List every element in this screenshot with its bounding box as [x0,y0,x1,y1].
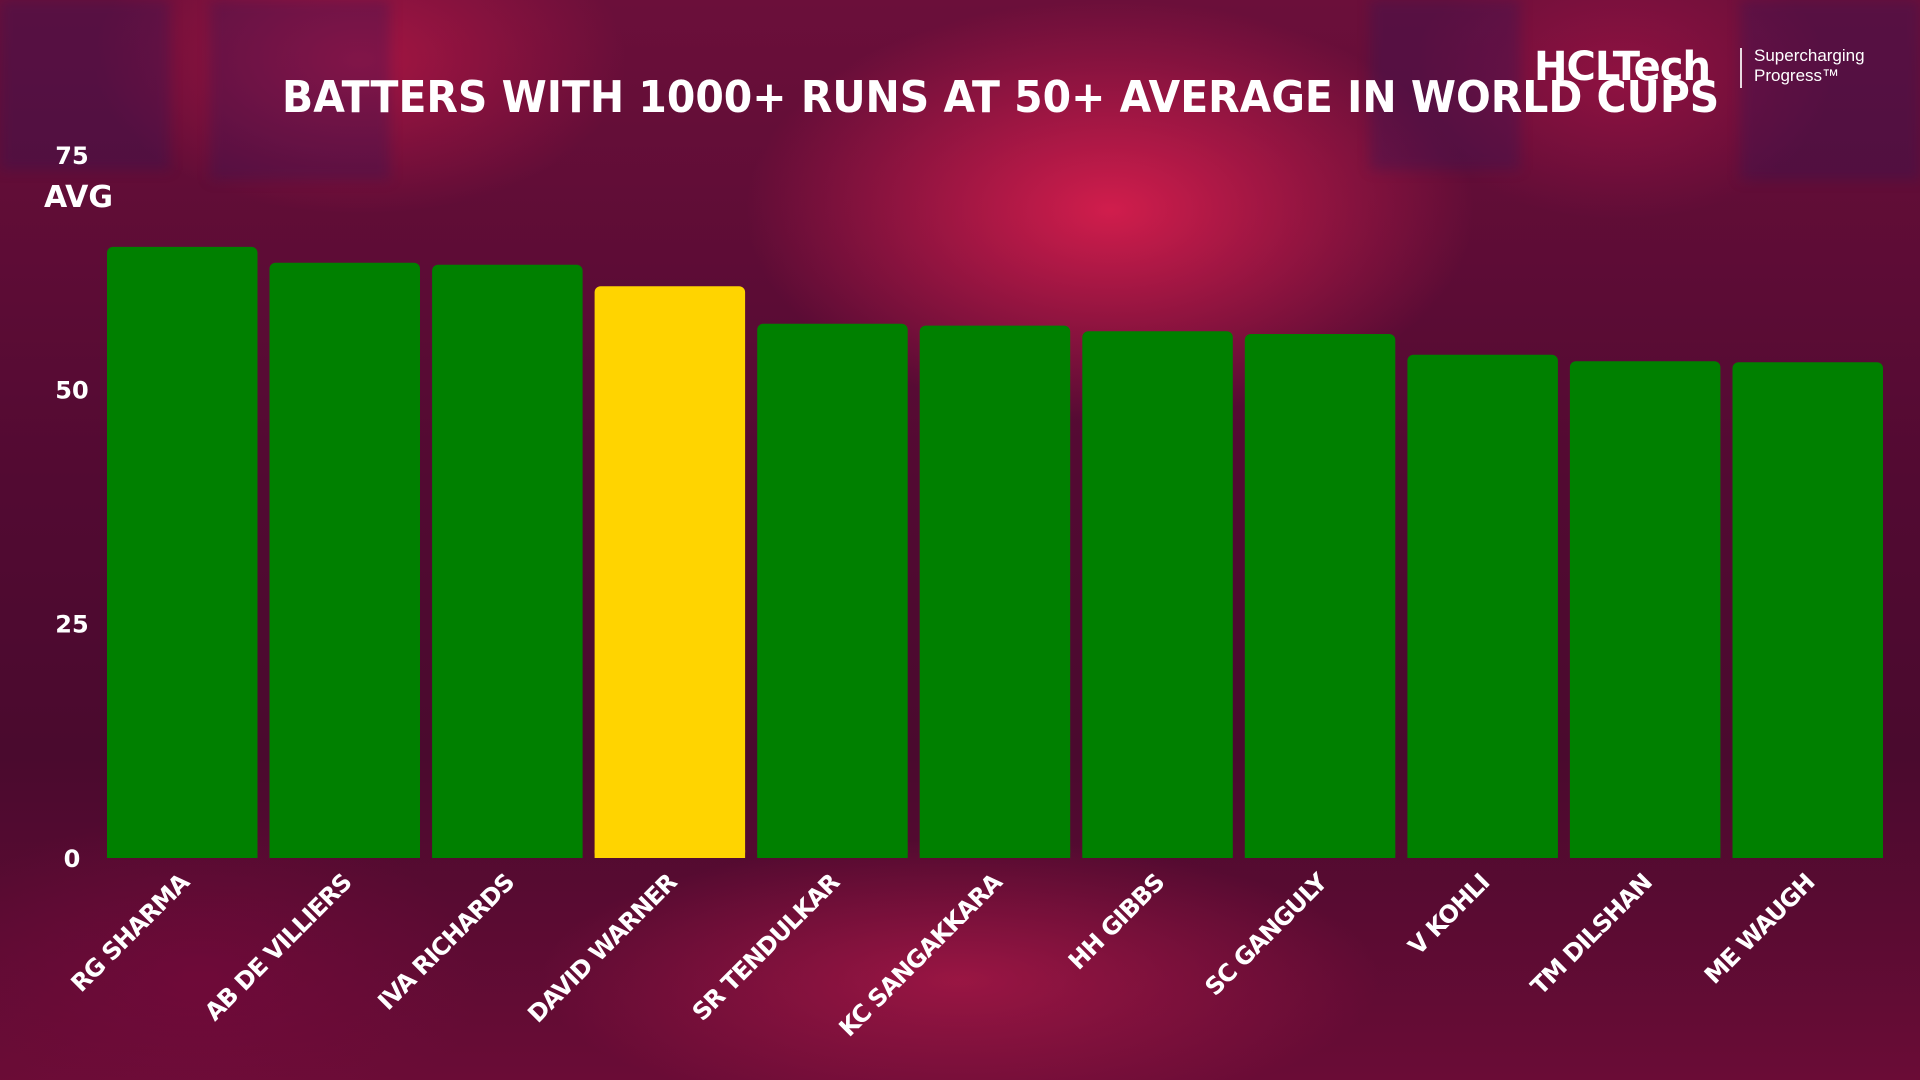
bar-kc-sangakkara [919,325,1071,859]
x-category-label: AB DE VILLIERS [199,868,357,1026]
x-category-label: ME WAUGH [1699,868,1820,989]
background-panel [1370,0,1520,170]
x-category-label: SR TENDULKAR [687,868,845,1026]
bar-base [594,850,746,858]
bar-base [757,850,908,858]
bar-base [1732,850,1883,858]
y-tick-label: 75 [55,142,88,170]
bar-base [1082,850,1233,858]
bar-base [919,850,1071,858]
brand-tagline-line1: Supercharging [1754,46,1865,65]
bar-base [107,850,258,858]
bar-v-kohli [1407,354,1558,858]
bar-david-warner [594,286,746,858]
x-category-label: SC GANGULY [1200,867,1334,1001]
x-category-label: DAVID WARNER [522,868,682,1028]
bar-tm-dilshan [1569,361,1721,858]
y-tick-label: 50 [55,376,88,404]
x-category-label: RG SHARMA [66,867,196,997]
brand-name: HCLTech [1534,44,1711,90]
bar-base [1407,850,1558,858]
bar-base [269,850,420,858]
bar-base [1569,850,1721,858]
bar-hh-gibbs [1082,331,1233,858]
bar-me-waugh [1732,362,1883,858]
y-tick-label: 25 [55,611,88,639]
x-category-label: IVA RICHARDS [372,868,519,1015]
bar-iva-richards [432,264,583,858]
y-axis-label: AVG [44,180,114,215]
y-tick-label: 0 [64,845,81,873]
y-ticks-group: 0 25 50 75 [55,142,88,873]
background-panel [1740,0,1920,180]
background-panel [210,0,390,180]
brand-logo: HCLTech Supercharging Progress™ [1534,44,1894,96]
bar-sr-tendulkar [757,323,908,858]
x-category-label: V KOHLI [1403,868,1495,960]
brand-tagline-line2: Progress™ [1754,66,1840,85]
x-category-label: KC SANGAKKARA [834,867,1009,1042]
bar-base [1244,850,1396,858]
bar-sc-ganguly [1244,334,1396,858]
x-category-label: HH GIBBS [1063,868,1170,975]
bar-base [432,850,583,858]
bar-rg-sharma [107,246,258,858]
background-panel [0,0,170,170]
x-labels-group: RG SHARMA AB DE VILLIERS IVA RICHARDS DAVID… [66,867,1820,1042]
brand-tagline: Supercharging Progress™ [1754,46,1865,86]
bar-ab-de-villiers [269,262,420,858]
x-category-label: TM DILSHAN [1525,868,1657,1000]
brand-divider [1740,48,1742,88]
bars-group [107,246,1883,859]
